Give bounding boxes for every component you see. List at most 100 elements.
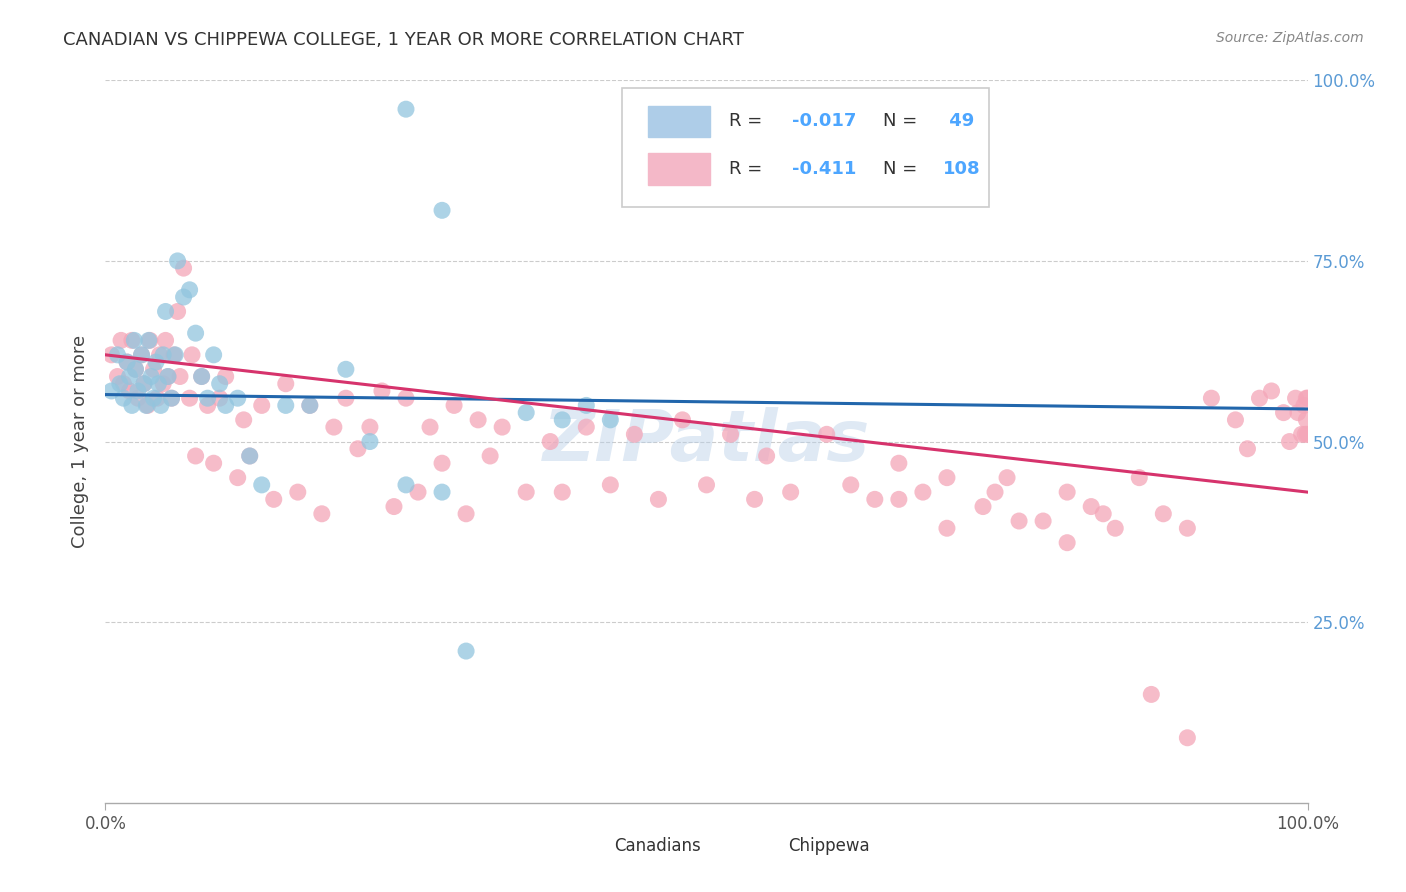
Point <box>250 478 273 492</box>
Point <box>1286 406 1309 420</box>
Point <box>149 398 172 412</box>
Point <box>395 478 418 492</box>
Point <box>744 492 766 507</box>
Point <box>127 384 149 398</box>
Point <box>599 478 621 492</box>
Point <box>127 391 149 405</box>
Point <box>173 261 195 276</box>
Text: Canadians: Canadians <box>614 838 700 855</box>
Point <box>190 369 212 384</box>
Point <box>1177 731 1199 745</box>
Point <box>647 492 669 507</box>
Point <box>551 485 574 500</box>
Point <box>165 348 187 362</box>
Text: CANADIAN VS CHIPPEWA COLLEGE, 1 YEAR OR MORE CORRELATION CHART: CANADIAN VS CHIPPEWA COLLEGE, 1 YEAR OR … <box>63 31 744 49</box>
Point <box>202 348 225 362</box>
Point <box>142 362 165 376</box>
Text: N =: N = <box>883 161 924 178</box>
Point <box>1152 507 1174 521</box>
Point <box>1056 535 1078 549</box>
Point <box>131 348 153 362</box>
Point <box>1296 391 1319 405</box>
Point <box>100 384 122 398</box>
Point <box>371 384 394 398</box>
Point <box>347 442 370 456</box>
Point <box>112 376 135 391</box>
Point <box>1294 427 1316 442</box>
Point <box>1104 521 1126 535</box>
Point <box>166 304 188 318</box>
Point <box>239 449 262 463</box>
Point <box>335 391 357 405</box>
Point <box>274 398 297 412</box>
Point <box>936 470 959 484</box>
Point <box>335 362 357 376</box>
Point <box>575 420 598 434</box>
Point <box>311 507 333 521</box>
Point <box>197 398 219 412</box>
Point <box>156 369 179 384</box>
Point <box>1008 514 1031 528</box>
Point <box>239 449 262 463</box>
Point <box>115 355 138 369</box>
Point <box>139 334 162 348</box>
Point <box>322 420 344 434</box>
Point <box>214 398 236 412</box>
Point <box>984 485 1007 500</box>
Point <box>1177 521 1199 535</box>
Point <box>197 391 219 405</box>
Point <box>100 348 122 362</box>
Point <box>551 413 574 427</box>
Point <box>1201 391 1223 405</box>
Point <box>456 644 478 658</box>
Point <box>839 478 862 492</box>
Point <box>1295 413 1317 427</box>
Text: -0.411: -0.411 <box>792 161 856 178</box>
Text: ZIPatlas: ZIPatlas <box>543 407 870 476</box>
Point <box>359 434 381 449</box>
Point <box>479 449 502 463</box>
Point <box>124 362 146 376</box>
Point <box>145 355 167 369</box>
Point <box>226 470 249 484</box>
Point <box>1284 391 1306 405</box>
Point <box>575 398 598 412</box>
Point <box>1128 470 1150 484</box>
Point <box>115 355 138 369</box>
Point <box>515 406 537 420</box>
Point <box>148 348 170 362</box>
Point <box>232 413 254 427</box>
Text: Chippewa: Chippewa <box>789 838 870 855</box>
Point <box>179 391 201 405</box>
Point <box>467 413 489 427</box>
Point <box>1278 434 1301 449</box>
Point <box>815 427 838 442</box>
Point <box>1295 391 1317 405</box>
Point <box>430 203 453 218</box>
Point <box>136 398 159 412</box>
Point <box>118 384 141 398</box>
Point <box>131 348 153 362</box>
Point <box>118 369 141 384</box>
Point <box>132 376 155 391</box>
Point <box>121 398 143 412</box>
Point <box>135 398 157 412</box>
Point <box>911 485 934 500</box>
Text: Source: ZipAtlas.com: Source: ZipAtlas.com <box>1216 31 1364 45</box>
Point <box>1249 391 1271 405</box>
Point <box>623 427 645 442</box>
Point <box>443 398 465 412</box>
Point <box>887 492 910 507</box>
Point <box>152 376 174 391</box>
Text: -0.017: -0.017 <box>792 112 856 130</box>
Point <box>208 391 231 405</box>
Point <box>298 398 321 412</box>
Point <box>298 398 321 412</box>
Point <box>156 369 179 384</box>
Point <box>995 470 1018 484</box>
FancyBboxPatch shape <box>560 834 610 858</box>
Point <box>208 376 231 391</box>
Point <box>112 391 135 405</box>
Point <box>263 492 285 507</box>
FancyBboxPatch shape <box>623 87 988 207</box>
